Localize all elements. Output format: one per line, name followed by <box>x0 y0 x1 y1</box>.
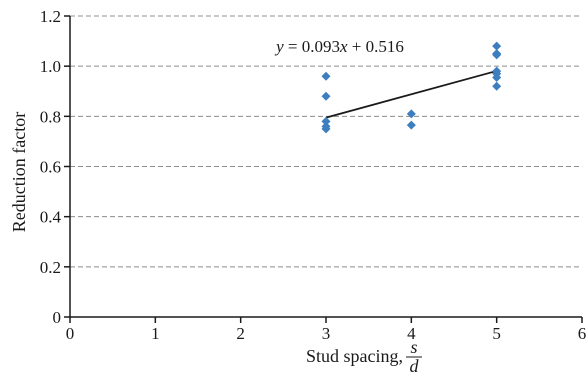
data-point-4 <box>321 124 331 134</box>
data-point-0 <box>321 71 331 81</box>
x-axis-title-main: Stud spacing, <box>306 346 403 366</box>
fit-line-group <box>325 70 497 119</box>
data-point-5 <box>406 109 416 119</box>
y-tick-label-5: 1.0 <box>40 57 61 76</box>
x-axis-title-denominator: d <box>410 356 420 376</box>
grid-lines <box>70 15 582 268</box>
data-point-2 <box>321 116 331 126</box>
data-point-1 <box>321 91 331 101</box>
y-tick-label-2: 0.4 <box>40 208 62 227</box>
x-axis-title-numerator: s <box>410 337 417 357</box>
y-tick-label-0: 0 <box>53 308 62 327</box>
x-tick-label-0: 0 <box>66 324 75 343</box>
y-tick-label-1: 0.2 <box>40 258 61 277</box>
x-tick-label-4: 4 <box>407 324 416 343</box>
ticks: 0 0.2 0.4 0.6 0.8 1.0 1.2 0 1 2 3 4 5 6 <box>40 7 587 343</box>
data-point-7 <box>492 41 502 51</box>
data-points <box>321 41 502 134</box>
trendline <box>325 70 497 119</box>
y-tick-label-3: 0.6 <box>40 158 61 177</box>
x-tick-label-5: 5 <box>492 324 501 343</box>
data-point-13 <box>492 81 502 91</box>
y-tick-label-4: 0.8 <box>40 107 61 126</box>
data-point-12 <box>492 72 502 82</box>
x-axis-title: Stud spacing, s d <box>306 337 422 376</box>
y-tick-label-6: 1.2 <box>40 7 61 26</box>
trendline-equation: y = 0.093x + 0.516 <box>274 37 404 56</box>
x-tick-label-3: 3 <box>322 324 331 343</box>
x-tick-label-2: 2 <box>236 324 245 343</box>
x-tick-label-1: 1 <box>151 324 160 343</box>
data-point-6 <box>406 120 416 130</box>
data-point-9 <box>492 50 502 60</box>
y-axis-title: Reduction factor <box>9 112 29 232</box>
x-tick-label-6: 6 <box>578 324 587 343</box>
